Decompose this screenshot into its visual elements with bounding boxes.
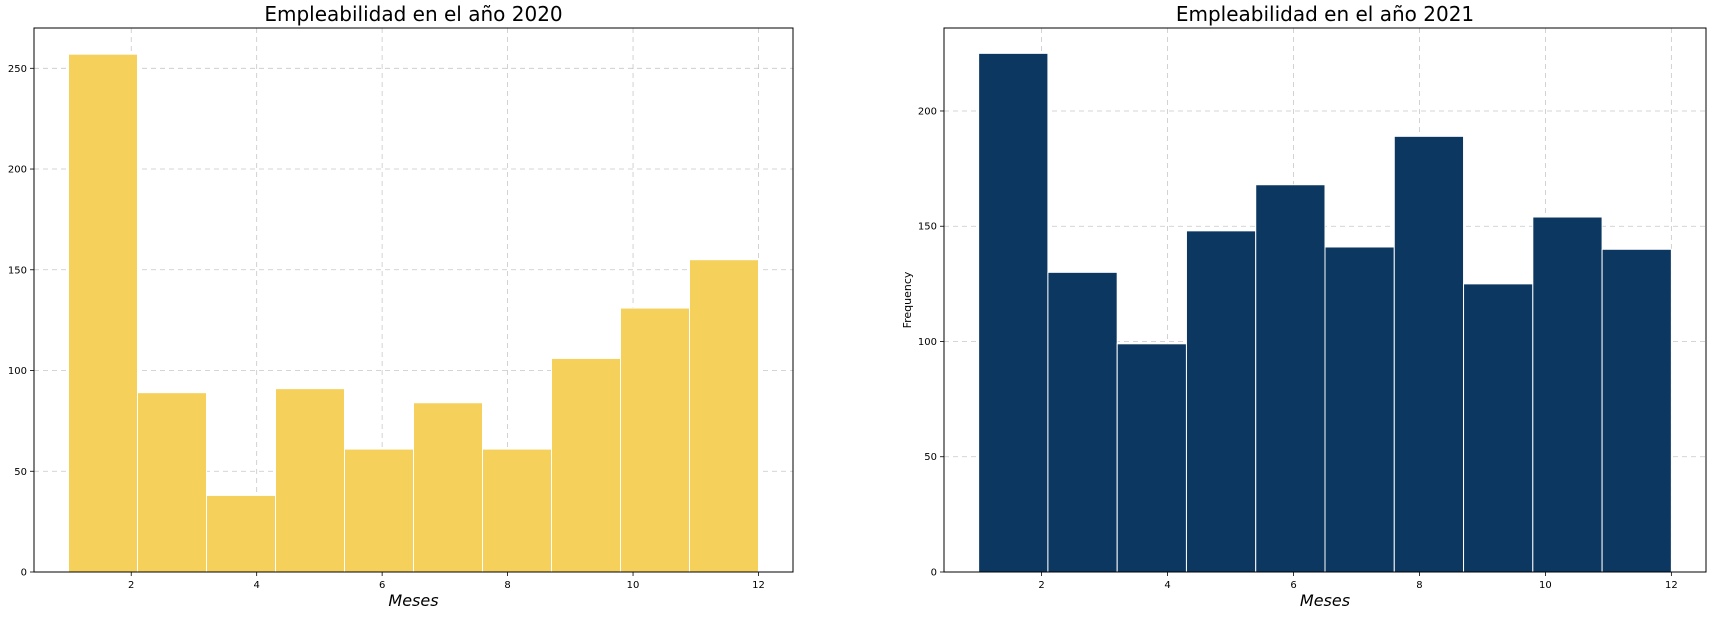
y-tick-label: 0 [931, 568, 937, 579]
bar [413, 402, 483, 573]
chart-2: 2 4 6 8 10 12 0 50 100 150 200 Empleabilidad en el … [901, 2, 1707, 610]
y-tick-label: 150 [918, 222, 937, 233]
bar [68, 53, 138, 573]
x-tick-label: 2 [128, 580, 134, 591]
x-axis-label: Meses [388, 591, 438, 610]
bars [68, 53, 759, 573]
x-tick-label: 12 [752, 580, 765, 591]
plot-frame [943, 27, 1707, 573]
bar [1324, 246, 1395, 573]
y-tick-label: 200 [918, 106, 937, 117]
y-tick-label: 150 [8, 265, 27, 276]
chart-1: 2 4 6 8 10 12 0 50 100 150 200 250 Empleabilidad en … [8, 2, 794, 610]
bar [1601, 248, 1672, 573]
bar [978, 52, 1049, 573]
y-tick-label: 200 [8, 165, 27, 176]
x-tick-label: 12 [1665, 580, 1678, 591]
x-tick-label: 6 [379, 580, 385, 591]
chart-title: Empleabilidad en el año 2021 [1176, 2, 1474, 26]
y-tick-label: 100 [918, 337, 937, 348]
y-tick-label: 250 [8, 64, 27, 75]
bar [206, 494, 276, 573]
bar [1393, 135, 1465, 573]
bar [1463, 283, 1534, 573]
y-tick-label: 50 [14, 467, 27, 478]
x-axis-label: Meses [1300, 591, 1350, 610]
plot-frame [33, 27, 794, 573]
y-axis-label: Frequency [901, 271, 914, 328]
bar [1047, 271, 1118, 573]
y-tick-label: 50 [924, 452, 937, 463]
x-tick-label: 2 [1038, 580, 1044, 591]
bar [1532, 216, 1603, 573]
chart-title: Empleabilidad en el año 2020 [264, 2, 562, 26]
bar [1185, 230, 1257, 573]
bar [551, 357, 621, 573]
y-tick-label: 100 [8, 366, 27, 377]
bar [1116, 343, 1187, 573]
bar [344, 448, 414, 573]
x-tick-label: 8 [504, 580, 510, 591]
bar [275, 388, 345, 573]
bar [620, 307, 690, 573]
x-tick-label: 4 [253, 580, 259, 591]
x-tick-label: 8 [1416, 580, 1422, 591]
bar [137, 392, 207, 573]
x-tick-label: 10 [1539, 580, 1552, 591]
x-tick-label: 10 [627, 580, 640, 591]
bars [978, 52, 1672, 573]
bar [1255, 184, 1326, 573]
x-tick-label: 4 [1164, 580, 1170, 591]
x-tick-label: 6 [1290, 580, 1296, 591]
bar [689, 259, 759, 573]
bar [482, 448, 552, 573]
y-tick-label: 0 [21, 568, 27, 579]
